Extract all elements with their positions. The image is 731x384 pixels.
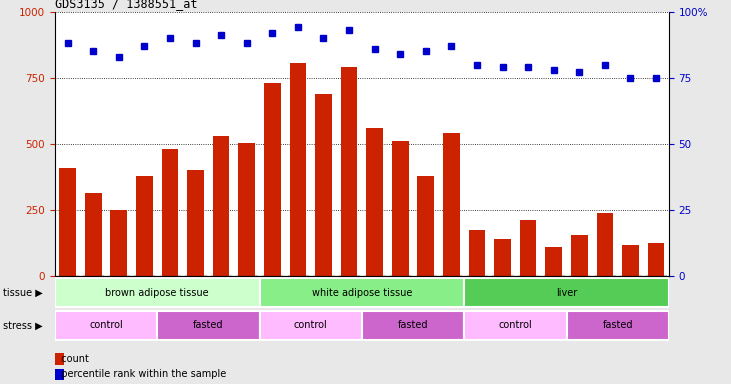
Bar — [264, 83, 281, 276]
Text: tissue ▶: tissue ▶ — [3, 288, 42, 298]
Bar — [315, 94, 332, 276]
Text: liver: liver — [556, 288, 577, 298]
Text: count: count — [55, 354, 88, 364]
Text: stress ▶: stress ▶ — [3, 320, 42, 331]
Bar — [289, 63, 306, 276]
Text: control: control — [499, 320, 532, 331]
Text: GDS3135 / 1388551_at: GDS3135 / 1388551_at — [55, 0, 197, 10]
Bar — [260, 311, 362, 340]
Bar — [341, 67, 357, 276]
Bar — [494, 239, 511, 276]
Bar — [545, 247, 562, 276]
Bar — [55, 311, 157, 340]
Bar — [187, 170, 204, 276]
Bar — [85, 193, 102, 276]
Bar — [622, 245, 639, 276]
Bar — [110, 210, 127, 276]
Bar — [417, 176, 434, 276]
Text: percentile rank within the sample: percentile rank within the sample — [55, 369, 226, 379]
Bar — [648, 243, 664, 276]
Bar — [596, 213, 613, 276]
Bar — [260, 278, 464, 308]
Bar — [469, 230, 485, 276]
Bar — [55, 278, 260, 308]
Text: control: control — [89, 320, 123, 331]
Bar — [362, 311, 464, 340]
Text: fasted: fasted — [398, 320, 428, 331]
Text: control: control — [294, 320, 327, 331]
Bar — [157, 311, 260, 340]
Bar — [162, 149, 178, 276]
Text: white adipose tissue: white adipose tissue — [311, 288, 412, 298]
Bar — [238, 143, 255, 276]
Bar — [392, 141, 409, 276]
Text: fasted: fasted — [193, 320, 224, 331]
Text: brown adipose tissue: brown adipose tissue — [105, 288, 209, 298]
Bar — [520, 220, 537, 276]
Bar — [136, 176, 153, 276]
Bar — [464, 311, 567, 340]
Bar — [464, 278, 669, 308]
Bar — [443, 133, 460, 276]
Text: fasted: fasted — [602, 320, 633, 331]
Bar — [571, 235, 588, 276]
Bar — [213, 136, 230, 276]
Bar — [59, 168, 76, 276]
Bar — [567, 311, 669, 340]
Bar — [366, 128, 383, 276]
